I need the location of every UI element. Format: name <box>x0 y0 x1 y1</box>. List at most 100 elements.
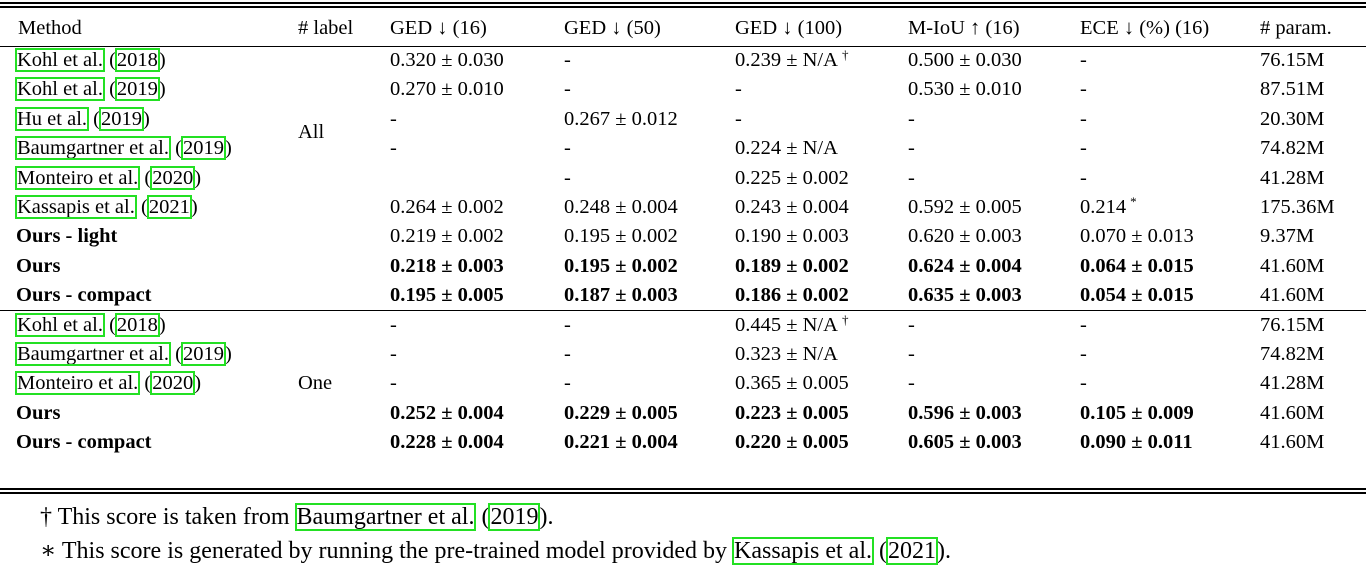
value-cell: 0.054 ± 0.015 <box>1080 281 1260 310</box>
value-cell: 0.189 ± 0.002 <box>735 252 908 281</box>
citation-author[interactable]: Kohl et al. <box>15 312 105 337</box>
method-cell: Hu et al. (2019) <box>14 106 150 131</box>
value-text: 0.070 ± 0.013 <box>1080 225 1194 248</box>
value-text: 0.365 ± 0.005 <box>735 372 849 395</box>
value-cell: 0.070 ± 0.013 <box>1080 222 1260 251</box>
footnotes: † This score is taken from Baumgartner e… <box>40 500 951 568</box>
star-symbol: ∗ <box>40 538 57 564</box>
citation-year-2019[interactable]: 2019 <box>488 503 541 531</box>
value-text: 0.500 ± 0.030 <box>908 49 1022 71</box>
value-text: - <box>908 343 915 366</box>
value-text: 0.190 ± 0.003 <box>735 225 849 248</box>
value-text: 0.224 ± N/A <box>735 137 838 160</box>
value-cell: - <box>564 311 735 340</box>
value-cell: 0.270 ± 0.010 <box>390 75 564 104</box>
value-text: - <box>908 166 915 189</box>
citation-year[interactable]: 2019 <box>114 77 160 102</box>
value-cell: 0.195 ± 0.002 <box>564 252 735 281</box>
value-text: - <box>735 78 742 101</box>
value-text: - <box>1080 78 1087 101</box>
footnote-star: ∗ This score is generated by running the… <box>40 537 951 565</box>
value-cell: 0.186 ± 0.002 <box>735 281 908 310</box>
value-cell: 0.605 ± 0.003 <box>908 428 1080 457</box>
value-text: 0.624 ± 0.004 <box>908 254 1022 277</box>
value-cell: 41.28M <box>1260 164 1366 193</box>
method-cell: Ours - compact <box>0 281 298 310</box>
value-text: 87.51M <box>1260 78 1325 101</box>
value-cell: - <box>735 105 908 134</box>
table-row: Kohl et al. (2018) All 0.320 ± 0.030 - 0.239… <box>0 46 1366 143</box>
header-label: # label <box>298 17 354 39</box>
citation-author[interactable]: Kohl et al. <box>15 77 105 102</box>
method-cell: Kohl et al. (2018) <box>15 48 166 72</box>
value-cell: 0.090 ± 0.011 <box>1080 428 1260 457</box>
citation-year[interactable]: 2020 <box>150 371 196 396</box>
citation-author[interactable]: Kohl et al. <box>15 48 105 72</box>
value-cell: 87.51M <box>1260 75 1366 104</box>
citation-author[interactable]: Monteiro et al. <box>14 165 141 190</box>
value-cell: 0.592 ± 0.005 <box>908 193 1080 222</box>
citation-author[interactable]: Kassapis et al. <box>15 195 137 220</box>
value-cell: 0.243 ± 0.004 <box>735 193 908 222</box>
method-cell: Ours <box>0 252 298 281</box>
value-text: - <box>564 313 571 336</box>
citation-author[interactable]: Hu et al. <box>14 106 90 131</box>
value-text: 0.105 ± 0.009 <box>1080 401 1194 424</box>
value-text: 0.195 ± 0.002 <box>564 225 678 248</box>
citation-baumgartner[interactable]: Baumgartner et al. <box>294 503 477 531</box>
citation-year[interactable]: 2018 <box>114 48 160 72</box>
value-cell: 0.239 ± N/A † <box>735 46 908 75</box>
value-cell: 0.620 ± 0.003 <box>908 222 1080 251</box>
value-text: - <box>908 313 915 336</box>
method-cell: Kassapis et al. (2021) <box>15 195 198 220</box>
value-cell: 74.82M <box>1260 340 1366 369</box>
citation-author[interactable]: Baumgartner et al. <box>15 342 171 367</box>
value-cell: 0.445 ± N/A † <box>735 311 908 340</box>
value-cell: 20.30M <box>1260 105 1366 134</box>
citation-author[interactable]: Baumgartner et al. <box>15 136 171 161</box>
value-text: 0.223 ± 0.005 <box>735 401 849 424</box>
value-text: - <box>1080 137 1087 160</box>
top-rule-1 <box>0 2 1366 4</box>
value-cell: 0.229 ± 0.005 <box>564 399 735 428</box>
value-text: - <box>1080 107 1087 130</box>
footnote-mark: † <box>841 47 849 62</box>
header-method: Method <box>18 17 82 39</box>
table-row: Baumgartner et al. (2019) - - 0.224 ± N/A - -… <box>0 134 1366 163</box>
citation-year[interactable]: 2020 <box>150 165 196 190</box>
results-table: Method # label GED ↓ (16) GED ↓ (50) GED… <box>0 10 1366 458</box>
value-text: 0.054 ± 0.015 <box>1080 284 1194 307</box>
header-ged-16: GED ↓ (16) <box>390 17 487 39</box>
value-cell: 41.60M <box>1260 399 1366 428</box>
value-text: - <box>390 343 397 366</box>
value-text: - <box>1080 372 1087 395</box>
citation-year-2021[interactable]: 2021 <box>886 537 938 565</box>
value-cell: - <box>564 369 735 398</box>
citation-year[interactable]: 2021 <box>146 195 192 220</box>
value-text: - <box>735 107 742 130</box>
value-text: 0.214 <box>1080 196 1127 219</box>
value-cell: - <box>564 46 735 75</box>
value-text: - <box>564 343 571 366</box>
citation-year[interactable]: 2019 <box>98 106 144 131</box>
value-text: - <box>1080 166 1087 189</box>
table-row: Kassapis et al. (2021) 0.264 ± 0.002 0.248… <box>0 193 1366 222</box>
value-cell: - <box>908 105 1080 134</box>
value-cell: 0.105 ± 0.009 <box>1080 399 1260 428</box>
value-text: 0.189 ± 0.002 <box>735 254 849 277</box>
value-cell: 0.365 ± 0.005 <box>735 369 908 398</box>
value-cell: 9.37M <box>1260 222 1366 251</box>
method-cell: Kohl et al. (2019) <box>15 77 166 102</box>
citation-kassapis[interactable]: Kassapis et al. <box>732 537 874 565</box>
citation-year[interactable]: 2019 <box>180 342 226 367</box>
table-row: Ours 0.218 ± 0.003 0.195 ± 0.002 0.189 ± 0.… <box>0 252 1366 281</box>
value-cell: 0.264 ± 0.002 <box>390 193 564 222</box>
citation-year[interactable]: 2018 <box>114 312 160 337</box>
value-cell: 0.624 ± 0.004 <box>908 252 1080 281</box>
value-cell: 74.82M <box>1260 134 1366 163</box>
value-text: 0.267 ± 0.012 <box>564 107 678 130</box>
method-name: Ours <box>16 254 61 277</box>
dagger-end: ). <box>539 504 554 530</box>
citation-author[interactable]: Monteiro et al. <box>14 371 141 396</box>
citation-year[interactable]: 2019 <box>180 136 226 161</box>
